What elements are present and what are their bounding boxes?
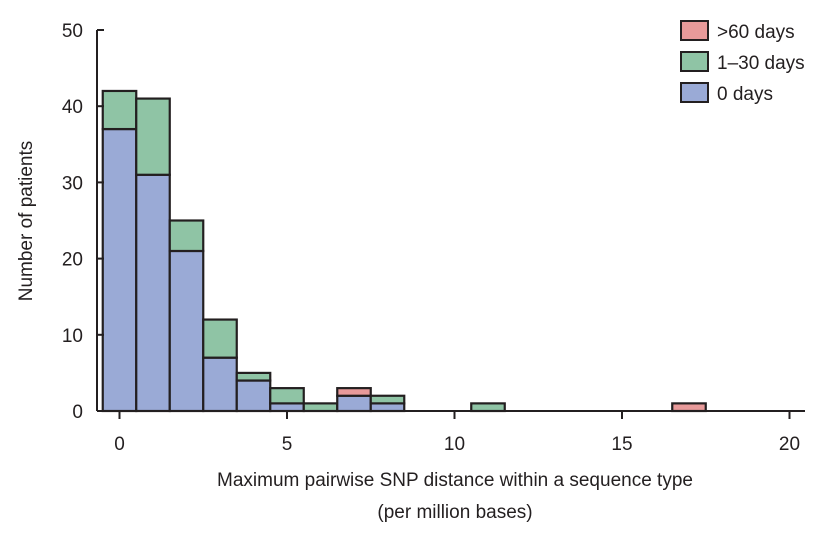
bar-segment-1-30-days-x8 [369, 394, 406, 405]
y-tick-label: 40 [62, 97, 83, 118]
x-tick-label: 10 [444, 434, 465, 455]
x-axis-title-units: (per million bases) [377, 502, 532, 523]
legend-label-0-days: 0 days [717, 84, 773, 105]
y-tick-label: 30 [62, 173, 83, 194]
bar-segment-0-days-x8 [369, 402, 406, 413]
bar-segment-0-days-x4 [235, 379, 272, 413]
y-tick-label: 0 [72, 402, 83, 423]
bar-segment-0-days-x1 [135, 173, 171, 413]
x-tick-label: 20 [779, 434, 800, 455]
bar-segment-1-30-days-x11 [470, 402, 506, 413]
x-tick-label: 15 [611, 434, 632, 455]
bar-segment-1-30-days-x2 [168, 219, 205, 253]
x-tick-label: 0 [114, 434, 125, 455]
legend: >60 days 1–30 days 0 days [680, 20, 805, 105]
bar-segment-0-days-x0 [101, 127, 138, 413]
y-tick-label: 10 [62, 326, 83, 347]
legend-label-1-30-days: 1–30 days [717, 53, 805, 74]
legend-swatch-0-days [680, 82, 709, 103]
legend-label-60-days: >60 days [717, 22, 795, 43]
x-axis-title: Maximum pairwise SNP distance within a s… [217, 470, 693, 491]
bar-segment-0-days-x2 [168, 249, 205, 413]
bar-segment-60-days-x7 [336, 387, 372, 397]
y-tick-label: 50 [62, 21, 83, 42]
axes-layer: 0 10 20 30 40 50 0 5 10 15 20 [62, 21, 805, 455]
legend-swatch-1-30-days [680, 51, 709, 72]
bar-segment-1-30-days-x6 [302, 402, 339, 413]
x-tick-label: 5 [282, 434, 293, 455]
bar-segment-1-30-days-x3 [202, 318, 238, 359]
bar-segment-1-30-days-x1 [135, 97, 171, 176]
bar-segment-1-30-days-x4 [235, 371, 272, 382]
bar-segment-0-days-x5 [269, 402, 305, 413]
bar-segment-1-30-days-x0 [101, 89, 138, 131]
bar-segment-0-days-x7 [336, 394, 372, 413]
y-tick-label: 20 [62, 250, 83, 271]
bar-segment-0-days-x3 [202, 356, 238, 413]
bars-layer [101, 89, 707, 413]
bar-segment-1-30-days-x5 [269, 387, 305, 405]
y-axis-title: Number of patients [16, 141, 37, 302]
legend-swatch-60-days [680, 20, 709, 41]
bar-segment-60-days-x17 [671, 402, 707, 413]
